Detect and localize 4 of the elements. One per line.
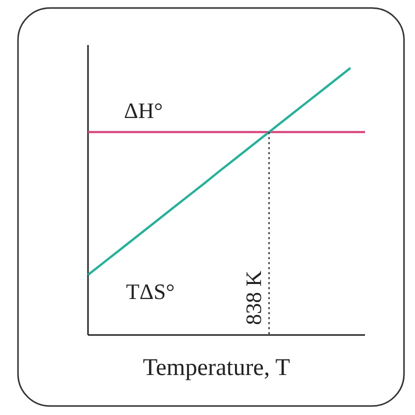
series-label: ΔH°: [124, 98, 163, 124]
annotation: 838 K: [241, 270, 266, 325]
series-label: TΔS°: [126, 278, 175, 304]
x-axis-title: Temperature, T: [142, 355, 290, 381]
